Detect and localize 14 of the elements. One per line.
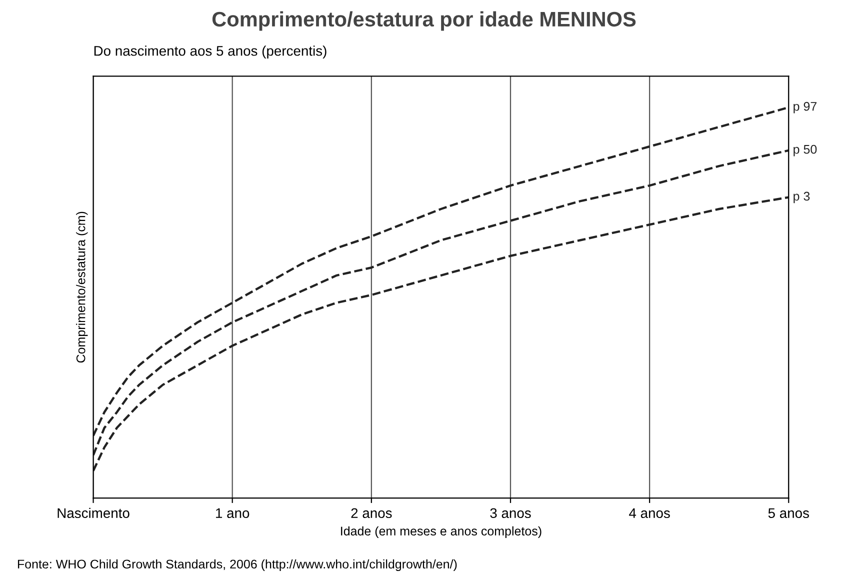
chart-title: Comprimento/estatura por idade MENINOS: [212, 11, 636, 31]
x-tick-label: 3 anos: [490, 508, 531, 518]
x-tick-label: 5 anos: [768, 508, 809, 518]
y-axis-title: Comprimento/estatura (cm): [76, 212, 88, 363]
source-note: Fonte: WHO Child Growth Standards, 2006 (http://www.who.int/childgrowth/en/): [18, 559, 457, 572]
x-tick-label: 2 anos: [351, 508, 392, 518]
x-tick-label: Nascimento: [58, 508, 130, 518]
series-label: p 97: [794, 102, 817, 114]
series-label: p 3: [794, 192, 810, 204]
chart-subtitle: Do nascimento aos 5 anos (percentis): [94, 46, 326, 59]
series-label: p 50: [794, 144, 817, 156]
x-axis-title: Idade (em meses e anos completos): [341, 526, 542, 538]
x-tick-label: 4 anos: [629, 508, 670, 518]
x-tick-label: 1 ano: [216, 508, 250, 518]
